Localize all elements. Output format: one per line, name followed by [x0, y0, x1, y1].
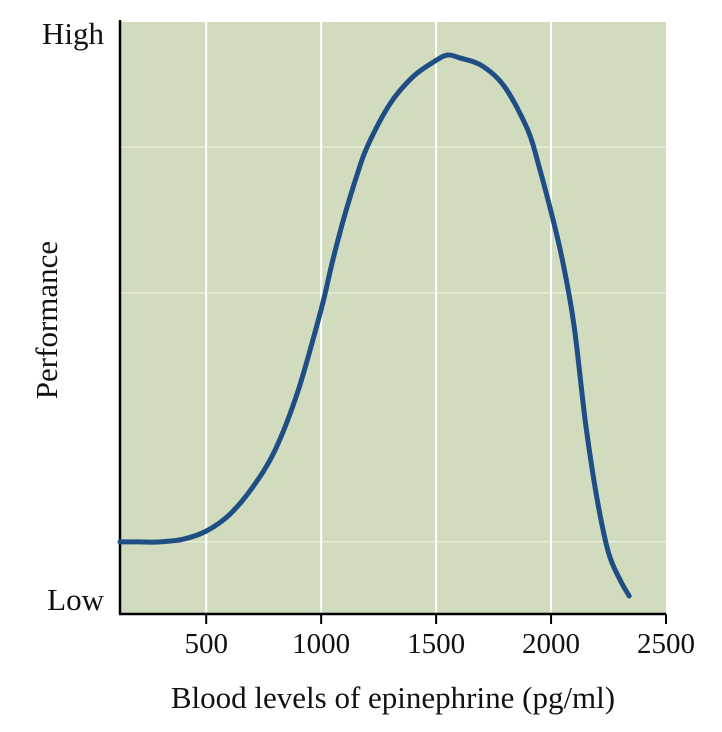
- y-tick-label-low: Low: [47, 582, 104, 617]
- x-tick-label-2000: 2000: [522, 628, 580, 660]
- performance-curve: [117, 52, 632, 599]
- x-tick-label-2500: 2500: [637, 628, 695, 660]
- x-tick-label-1500: 1500: [407, 628, 465, 660]
- y-axis-title: Performance: [29, 241, 64, 399]
- x-axis-title: Blood levels of epinephrine (pg/ml): [171, 680, 615, 715]
- axes: [118, 20, 666, 616]
- tick-labels: 500 1000 1500 2000 2500 Low High: [42, 16, 695, 660]
- plot-area: [120, 22, 666, 614]
- x-tick-label-500: 500: [184, 628, 228, 660]
- x-tick-label-1000: 1000: [292, 628, 350, 660]
- y-tick-label-high: High: [42, 16, 105, 51]
- series-layer: [117, 52, 632, 599]
- gridlines: [120, 22, 666, 614]
